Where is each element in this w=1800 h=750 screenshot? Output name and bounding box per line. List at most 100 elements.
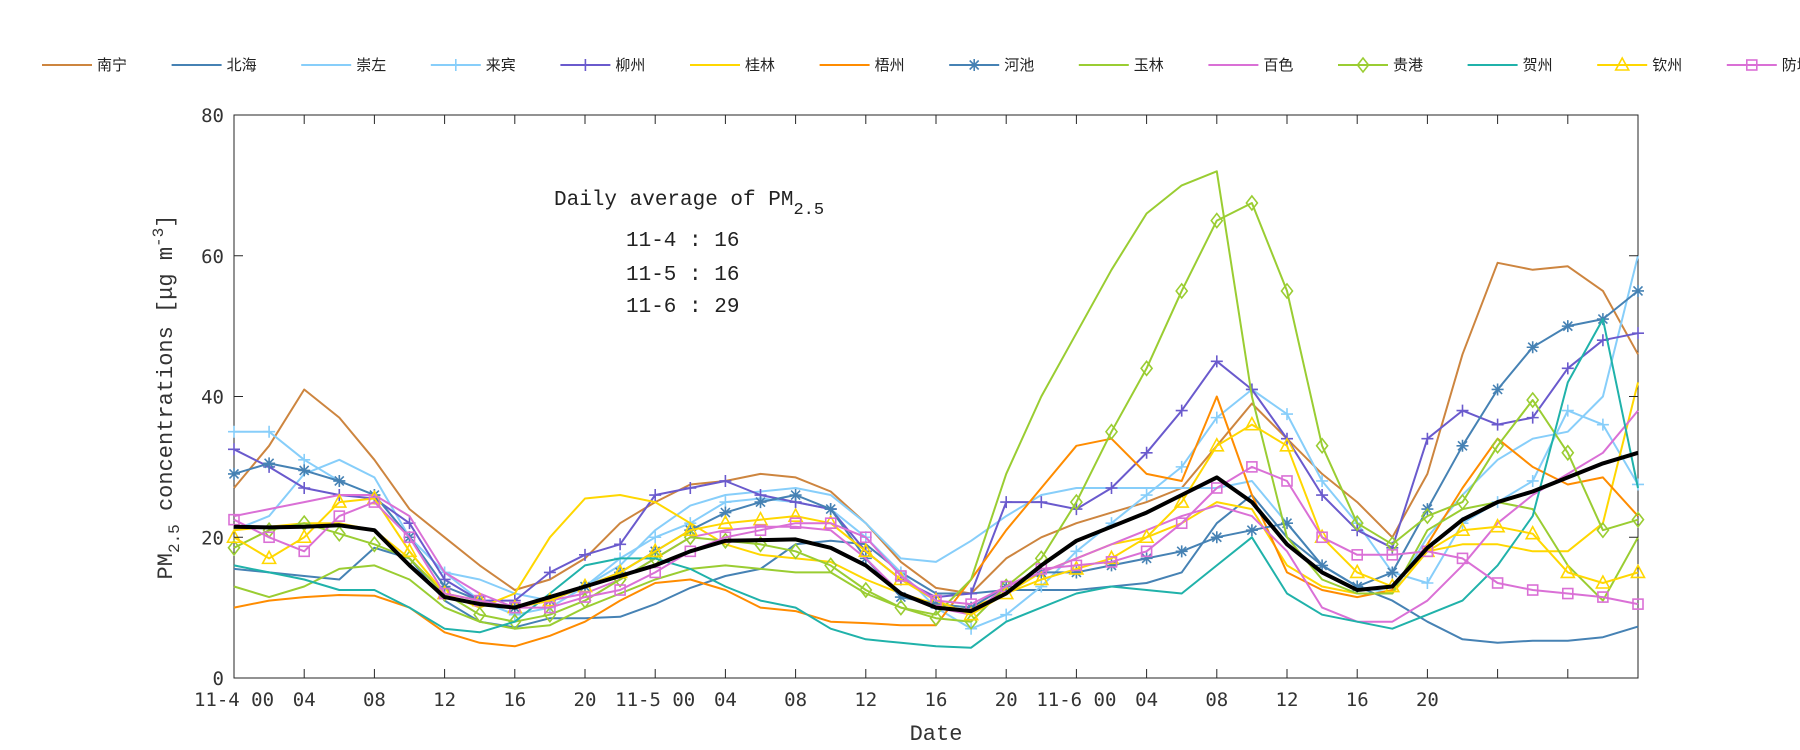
data-point-marker — [1279, 437, 1295, 452]
legend-item-桂林: 桂林 — [690, 56, 775, 74]
data-point-marker — [614, 584, 626, 596]
data-point-marker — [1140, 489, 1153, 502]
y-tick-label: 40 — [201, 387, 224, 409]
data-point-marker — [824, 517, 837, 529]
data-point-marker — [682, 521, 699, 537]
data-point-marker — [1526, 474, 1539, 487]
x-tick-label: 04 — [1135, 689, 1158, 711]
data-point-marker — [1281, 408, 1293, 421]
annotation-line-3: 11-6 : 29 — [626, 296, 739, 319]
data-point-marker — [1140, 552, 1153, 565]
legend-marker — [579, 59, 592, 71]
data-point-marker — [1175, 282, 1189, 300]
data-point-marker — [1316, 531, 1328, 544]
legend-label: 北海 — [227, 56, 257, 74]
mean-line — [233, 450, 1639, 614]
legend-item-贵港: 贵港 — [1338, 56, 1423, 74]
data-point-marker — [1281, 517, 1293, 530]
data-point-marker — [614, 538, 627, 551]
data-point-marker — [579, 591, 591, 603]
data-point-marker — [263, 425, 276, 438]
data-point-marker — [544, 601, 556, 614]
series-贺州 — [233, 318, 1639, 649]
data-point-marker — [368, 496, 381, 508]
data-point-marker — [1245, 194, 1259, 212]
data-point-marker — [1140, 446, 1153, 459]
legend-item-梧州: 梧州 — [819, 56, 905, 74]
legend: 南宁 北海 崇左 来宾 柳州 桂林 梧州 河池 玉林 百色 贵港 贺州 钦州 防城港 — [42, 56, 1800, 74]
data-point-marker — [719, 474, 732, 487]
y-tick-label: 20 — [201, 527, 224, 549]
data-point-marker — [263, 531, 275, 544]
legend-item-玉林: 玉林 — [1078, 56, 1164, 74]
data-point-marker — [1316, 559, 1329, 572]
data-point-marker — [1561, 362, 1574, 375]
legend-label: 梧州 — [875, 56, 905, 74]
data-point-marker — [543, 566, 556, 579]
data-point-marker — [1175, 545, 1188, 558]
data-point-marker — [1244, 415, 1260, 431]
data-point-marker — [1561, 404, 1574, 417]
legend-item-河池: 河池 — [949, 56, 1034, 74]
data-point-marker — [1315, 437, 1329, 455]
series-南宁 — [233, 261, 1639, 595]
data-point-marker — [895, 570, 907, 582]
data-point-marker — [1210, 355, 1223, 368]
data-point-marker — [403, 531, 416, 544]
data-point-marker — [298, 481, 311, 494]
annotation-line-1: 11-4 : 16 — [626, 230, 739, 253]
data-point-marker — [1491, 383, 1504, 396]
data-point-marker — [1175, 460, 1188, 473]
data-point-marker — [930, 598, 942, 611]
data-point-marker — [1349, 563, 1366, 579]
data-point-marker — [789, 517, 802, 529]
legend-item-防城港: 防城港 — [1726, 56, 1800, 74]
legend-item-贺州: 贺州 — [1467, 56, 1553, 74]
data-point-marker — [1596, 521, 1610, 539]
data-point-marker — [1632, 284, 1644, 297]
data-point-marker — [1595, 574, 1611, 589]
data-point-marker — [824, 503, 837, 516]
data-point-marker — [1491, 577, 1504, 589]
data-point-marker — [1316, 489, 1329, 502]
data-point-marker — [298, 453, 311, 466]
series-layer — [226, 170, 1646, 649]
data-point-marker — [1491, 418, 1504, 431]
data-point-marker — [473, 606, 487, 623]
data-point-marker — [1105, 481, 1118, 494]
data-point-marker — [1316, 474, 1329, 487]
data-point-marker — [1350, 514, 1364, 532]
x-tick-label: 11-5 00 — [615, 689, 695, 711]
data-point-marker — [1559, 563, 1576, 579]
series-line — [233, 465, 1639, 609]
x-tick-label: 16 — [925, 689, 948, 711]
x-tick-label: 08 — [1205, 689, 1228, 711]
data-point-marker — [789, 543, 803, 560]
legend-label: 南宁 — [97, 56, 127, 74]
data-point-marker — [1385, 535, 1399, 553]
y-axis-label: PM2.5 concentrations [μg m-3] — [150, 215, 184, 580]
data-point-marker — [857, 542, 874, 558]
data-point-marker — [1526, 391, 1540, 409]
data-point-marker — [789, 489, 802, 502]
data-point-marker — [1489, 518, 1506, 533]
data-point-marker — [298, 464, 311, 477]
data-point-marker — [1386, 566, 1399, 579]
data-point-marker — [401, 542, 418, 558]
axes: 0 20 40 60 80 11-4 00 04 08 12 16 20 11-5 00 04 08 12 1… — [194, 105, 1638, 711]
legend-label: 防城港 — [1782, 56, 1800, 74]
data-point-marker — [228, 467, 240, 480]
data-point-marker — [647, 542, 664, 558]
data-point-marker — [1351, 549, 1363, 561]
data-point-marker — [684, 481, 697, 494]
x-tick-label: 12 — [854, 689, 877, 711]
x-tick-label: 08 — [363, 689, 386, 711]
x-tick-label: 20 — [574, 689, 597, 711]
data-point-marker — [754, 496, 767, 509]
data-point-marker — [1455, 493, 1470, 511]
data-point-marker — [228, 425, 240, 438]
data-point-marker — [1456, 439, 1469, 452]
legend-marker — [449, 59, 462, 71]
x-tick-label: 12 — [433, 689, 456, 711]
data-point-marker — [1281, 475, 1293, 487]
